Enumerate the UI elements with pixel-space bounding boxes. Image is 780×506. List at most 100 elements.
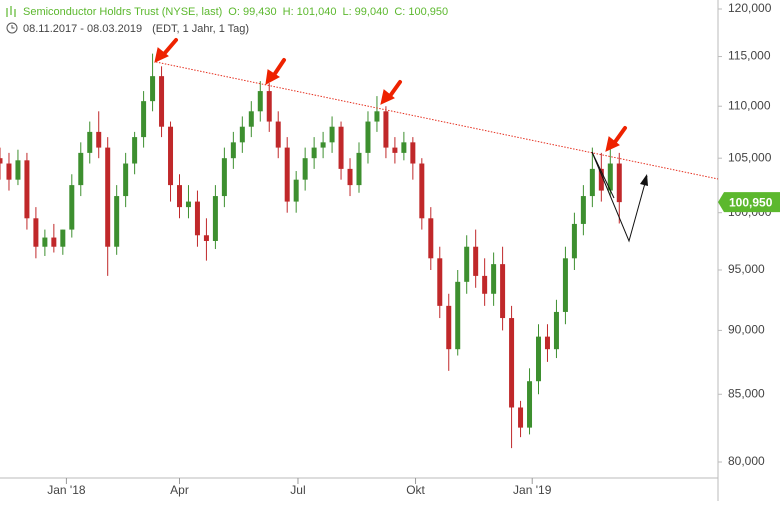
candle-body — [500, 264, 506, 319]
candle-body — [356, 152, 362, 186]
x-tick-label: Jan '19 — [513, 483, 552, 497]
candle-body — [87, 131, 93, 153]
candle-body — [392, 147, 398, 153]
candle-body — [185, 201, 191, 208]
candle-body — [33, 218, 39, 247]
candle-body — [419, 163, 425, 219]
candle-body — [509, 318, 515, 408]
candle-body — [0, 158, 3, 164]
candle-body — [338, 126, 344, 169]
x-tick-label: Okt — [406, 483, 425, 497]
annotations — [154, 38, 719, 243]
subtitle: (EDT, 1 Jahr, 1 Tag) — [152, 23, 249, 35]
y-tick-label: 95,000 — [728, 262, 765, 276]
candle-body — [536, 336, 541, 382]
x-tick-label: Jan '18 — [47, 483, 86, 497]
y-tick-label: 80,000 — [728, 454, 765, 468]
candle-body — [69, 185, 75, 230]
y-tick-label: 110,000 — [728, 98, 771, 112]
candle-body — [96, 131, 102, 148]
quote-value: H: 101,040 — [283, 6, 337, 18]
last-price-label: 100,950 — [729, 195, 773, 209]
candle-body — [437, 258, 443, 306]
candle-body — [168, 126, 174, 186]
candle-body — [527, 381, 533, 428]
candle-body — [159, 76, 165, 127]
y-tick-label: 105,000 — [728, 150, 772, 164]
candle-body — [518, 407, 524, 428]
candle-body — [607, 163, 613, 191]
candle-body — [15, 160, 21, 180]
chart-title: Semiconductor Holdrs Trust (NYSE, last) — [23, 6, 222, 18]
candle-body — [329, 126, 335, 143]
candle-body — [266, 91, 272, 122]
quote-value: C: 100,950 — [394, 6, 448, 18]
candle-body — [401, 142, 407, 153]
candle-body — [580, 196, 586, 224]
candle-body — [141, 101, 147, 138]
candle-body — [51, 237, 57, 247]
candle-body — [123, 163, 129, 197]
quote-value: L: 99,040 — [342, 6, 388, 18]
candle-body — [275, 121, 281, 148]
candle-body — [347, 168, 353, 186]
candle-body — [24, 160, 30, 219]
candle-body — [374, 111, 380, 122]
candle-body — [553, 311, 559, 350]
candle-body — [105, 147, 111, 247]
last-price-tag — [718, 192, 780, 213]
period: 08.11.2017 - 08.03.2019 — [23, 23, 142, 35]
arrow-head — [640, 174, 648, 186]
candle-body — [114, 196, 120, 247]
candle-body — [248, 111, 254, 127]
candle-body — [616, 163, 622, 203]
candle-body — [589, 168, 595, 197]
clock-hands — [11, 25, 15, 29]
candle-body — [212, 196, 218, 241]
candle-body — [473, 246, 479, 276]
y-tick-label: 90,000 — [728, 323, 765, 337]
candle-body — [284, 147, 290, 202]
candle-body — [446, 305, 452, 350]
trend-line — [155, 61, 719, 180]
candle-body — [78, 152, 84, 186]
candle-body — [598, 168, 604, 191]
candle-body — [239, 126, 245, 143]
candle-body — [203, 235, 209, 241]
candle-body — [320, 142, 326, 148]
candle-body — [428, 218, 434, 259]
candle-body — [42, 237, 48, 247]
candle-body — [365, 121, 371, 153]
y-tick-label: 120,000 — [728, 1, 772, 15]
x-tick-label: Jul — [290, 483, 305, 497]
clock-icon — [6, 22, 18, 34]
candle-body — [132, 137, 138, 164]
candle-body — [221, 158, 227, 197]
y-tick-label: 115,000 — [728, 49, 771, 63]
candle-body — [194, 201, 200, 236]
candle-body — [311, 147, 317, 159]
candle-body — [302, 158, 308, 180]
candle-body — [230, 142, 236, 159]
candle-body — [60, 229, 66, 247]
marker-arrows — [154, 38, 627, 152]
quote-value: O: 99,430 — [228, 6, 276, 18]
candle-body — [544, 336, 550, 350]
plot — [0, 53, 622, 449]
candle-body — [455, 281, 461, 350]
projection-line — [591, 151, 615, 199]
chart-icon — [6, 6, 16, 17]
candle-body — [293, 179, 299, 202]
candle-body — [410, 142, 416, 164]
candle-body — [482, 275, 488, 294]
y-tick-label: 85,000 — [728, 386, 765, 400]
candle-body — [257, 91, 263, 112]
candle-body — [150, 76, 156, 102]
candle-body — [571, 223, 577, 259]
x-tick-label: Apr — [170, 483, 189, 497]
projection-line — [591, 151, 648, 243]
candle-body — [562, 258, 568, 312]
candle-body — [6, 163, 12, 180]
